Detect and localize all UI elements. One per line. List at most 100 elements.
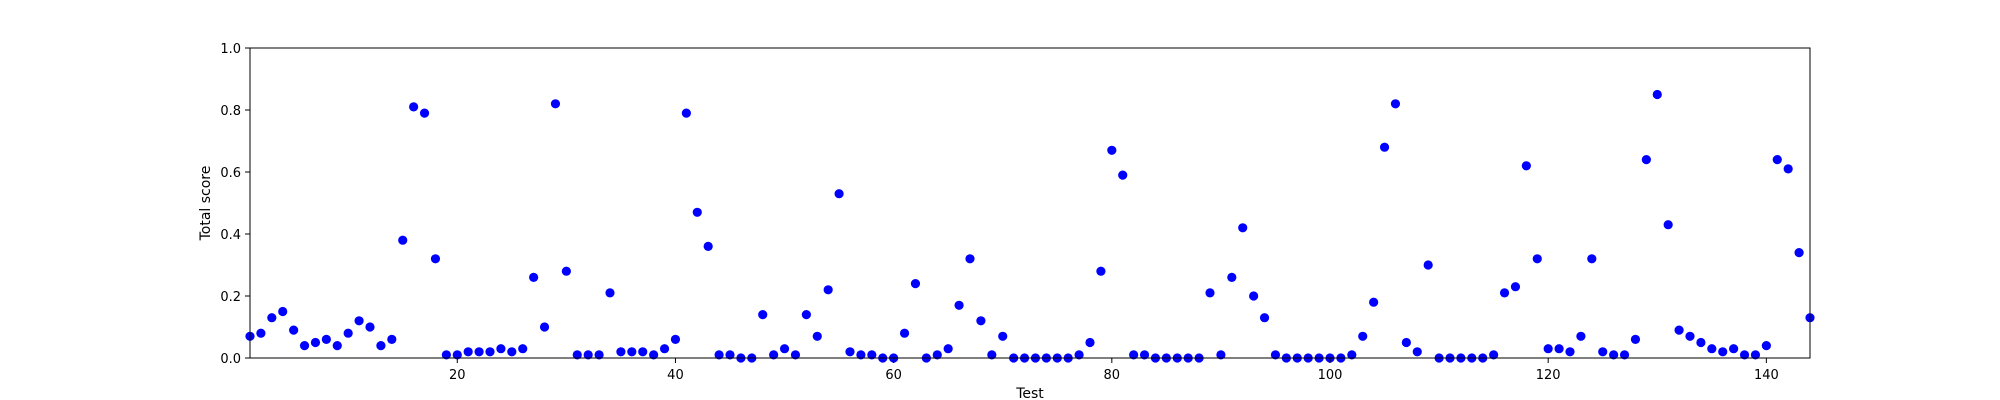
data-point — [812, 331, 822, 341]
data-point — [1663, 220, 1673, 230]
data-point — [1718, 347, 1728, 357]
x-axis-label: Test — [1015, 386, 1044, 400]
x-tick-label: 60 — [885, 368, 902, 383]
data-point — [1139, 350, 1150, 360]
data-point — [485, 347, 495, 357]
data-point — [1390, 99, 1401, 109]
data-point — [823, 285, 833, 295]
data-point — [1772, 155, 1782, 165]
data-point — [256, 328, 266, 338]
data-point — [1783, 164, 1793, 174]
data-point — [976, 316, 986, 326]
x-axis-ticks: 20 40 60 80 100 120 140 — [449, 358, 1779, 383]
data-point — [659, 344, 670, 354]
y-tick-label: 0.2 — [220, 290, 241, 305]
data-point — [649, 350, 659, 360]
data-point — [867, 350, 877, 360]
data-point — [387, 334, 397, 344]
data-point — [278, 306, 288, 317]
data-point — [1270, 350, 1281, 360]
data-point — [1761, 341, 1771, 351]
x-tick-label: 120 — [1536, 368, 1561, 383]
data-point — [1598, 347, 1608, 357]
data-points — [245, 89, 1815, 363]
data-point — [1609, 350, 1619, 360]
x-tick-label: 140 — [1754, 368, 1779, 383]
data-point — [899, 328, 910, 338]
data-point — [1652, 89, 1662, 100]
y-tick-label: 0.8 — [220, 104, 241, 119]
data-point — [1401, 337, 1411, 348]
y-axis-label: Total score — [198, 166, 214, 242]
data-point — [670, 334, 681, 344]
data-point — [1685, 331, 1695, 341]
data-point — [703, 241, 713, 251]
data-point — [758, 310, 768, 320]
data-point — [1641, 155, 1651, 165]
data-point — [1619, 350, 1630, 360]
data-point — [1750, 350, 1761, 360]
data-point — [1739, 350, 1750, 360]
data-point — [1205, 288, 1215, 298]
data-point — [1129, 350, 1139, 360]
data-point — [529, 272, 539, 282]
data-point — [998, 331, 1008, 341]
data-point — [1358, 331, 1368, 341]
data-point — [1412, 347, 1422, 357]
y-tick-label: 1.0 — [220, 42, 241, 57]
data-point — [1565, 347, 1575, 357]
y-axis-ticks: 0.0 0.2 0.4 0.6 0.8 1.0 — [220, 42, 250, 367]
data-point — [1085, 337, 1095, 348]
data-point — [419, 108, 430, 118]
data-point — [627, 347, 637, 357]
data-point — [943, 344, 953, 354]
data-point — [1499, 288, 1510, 298]
data-point — [714, 350, 724, 360]
data-point — [452, 350, 462, 360]
data-point — [856, 350, 866, 360]
data-point — [845, 347, 855, 357]
y-tick-label: 0.4 — [220, 228, 241, 243]
y-tick-label: 0.6 — [220, 166, 241, 181]
data-point — [343, 328, 353, 338]
data-point — [1576, 331, 1586, 341]
data-point — [1238, 223, 1248, 233]
data-point — [1347, 350, 1357, 360]
data-point — [725, 350, 735, 360]
data-point — [769, 350, 779, 360]
data-point — [1543, 344, 1553, 354]
data-point — [1249, 291, 1259, 301]
data-point — [1423, 260, 1433, 270]
x-tick-label: 80 — [1104, 368, 1121, 383]
data-point — [1379, 142, 1390, 152]
data-point — [1532, 254, 1542, 264]
data-point — [474, 347, 484, 357]
data-point — [1696, 337, 1706, 348]
data-point — [1521, 161, 1531, 171]
data-point — [398, 235, 408, 245]
data-point — [692, 207, 702, 217]
data-point — [954, 300, 964, 310]
data-point — [1630, 334, 1641, 344]
data-point — [1369, 297, 1379, 307]
data-point — [550, 99, 561, 109]
data-point — [496, 344, 506, 354]
data-point — [561, 266, 571, 276]
data-point — [1674, 325, 1684, 335]
x-tick-label: 20 — [449, 368, 466, 383]
data-point — [779, 344, 790, 354]
data-point — [289, 325, 299, 335]
data-point — [1096, 266, 1106, 276]
data-point — [365, 322, 375, 332]
data-point — [539, 322, 550, 332]
data-point — [1227, 272, 1237, 282]
data-point — [790, 350, 801, 360]
data-point — [409, 102, 419, 112]
x-tick-label: 40 — [667, 368, 684, 383]
data-point — [638, 347, 648, 357]
data-point — [594, 350, 604, 360]
data-point — [616, 347, 626, 357]
data-point — [441, 350, 451, 360]
data-point — [463, 347, 473, 357]
